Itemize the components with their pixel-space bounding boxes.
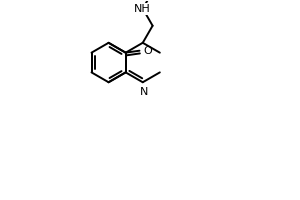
Text: O: O — [143, 46, 152, 56]
Text: N: N — [140, 87, 148, 97]
Text: NH: NH — [134, 4, 151, 14]
